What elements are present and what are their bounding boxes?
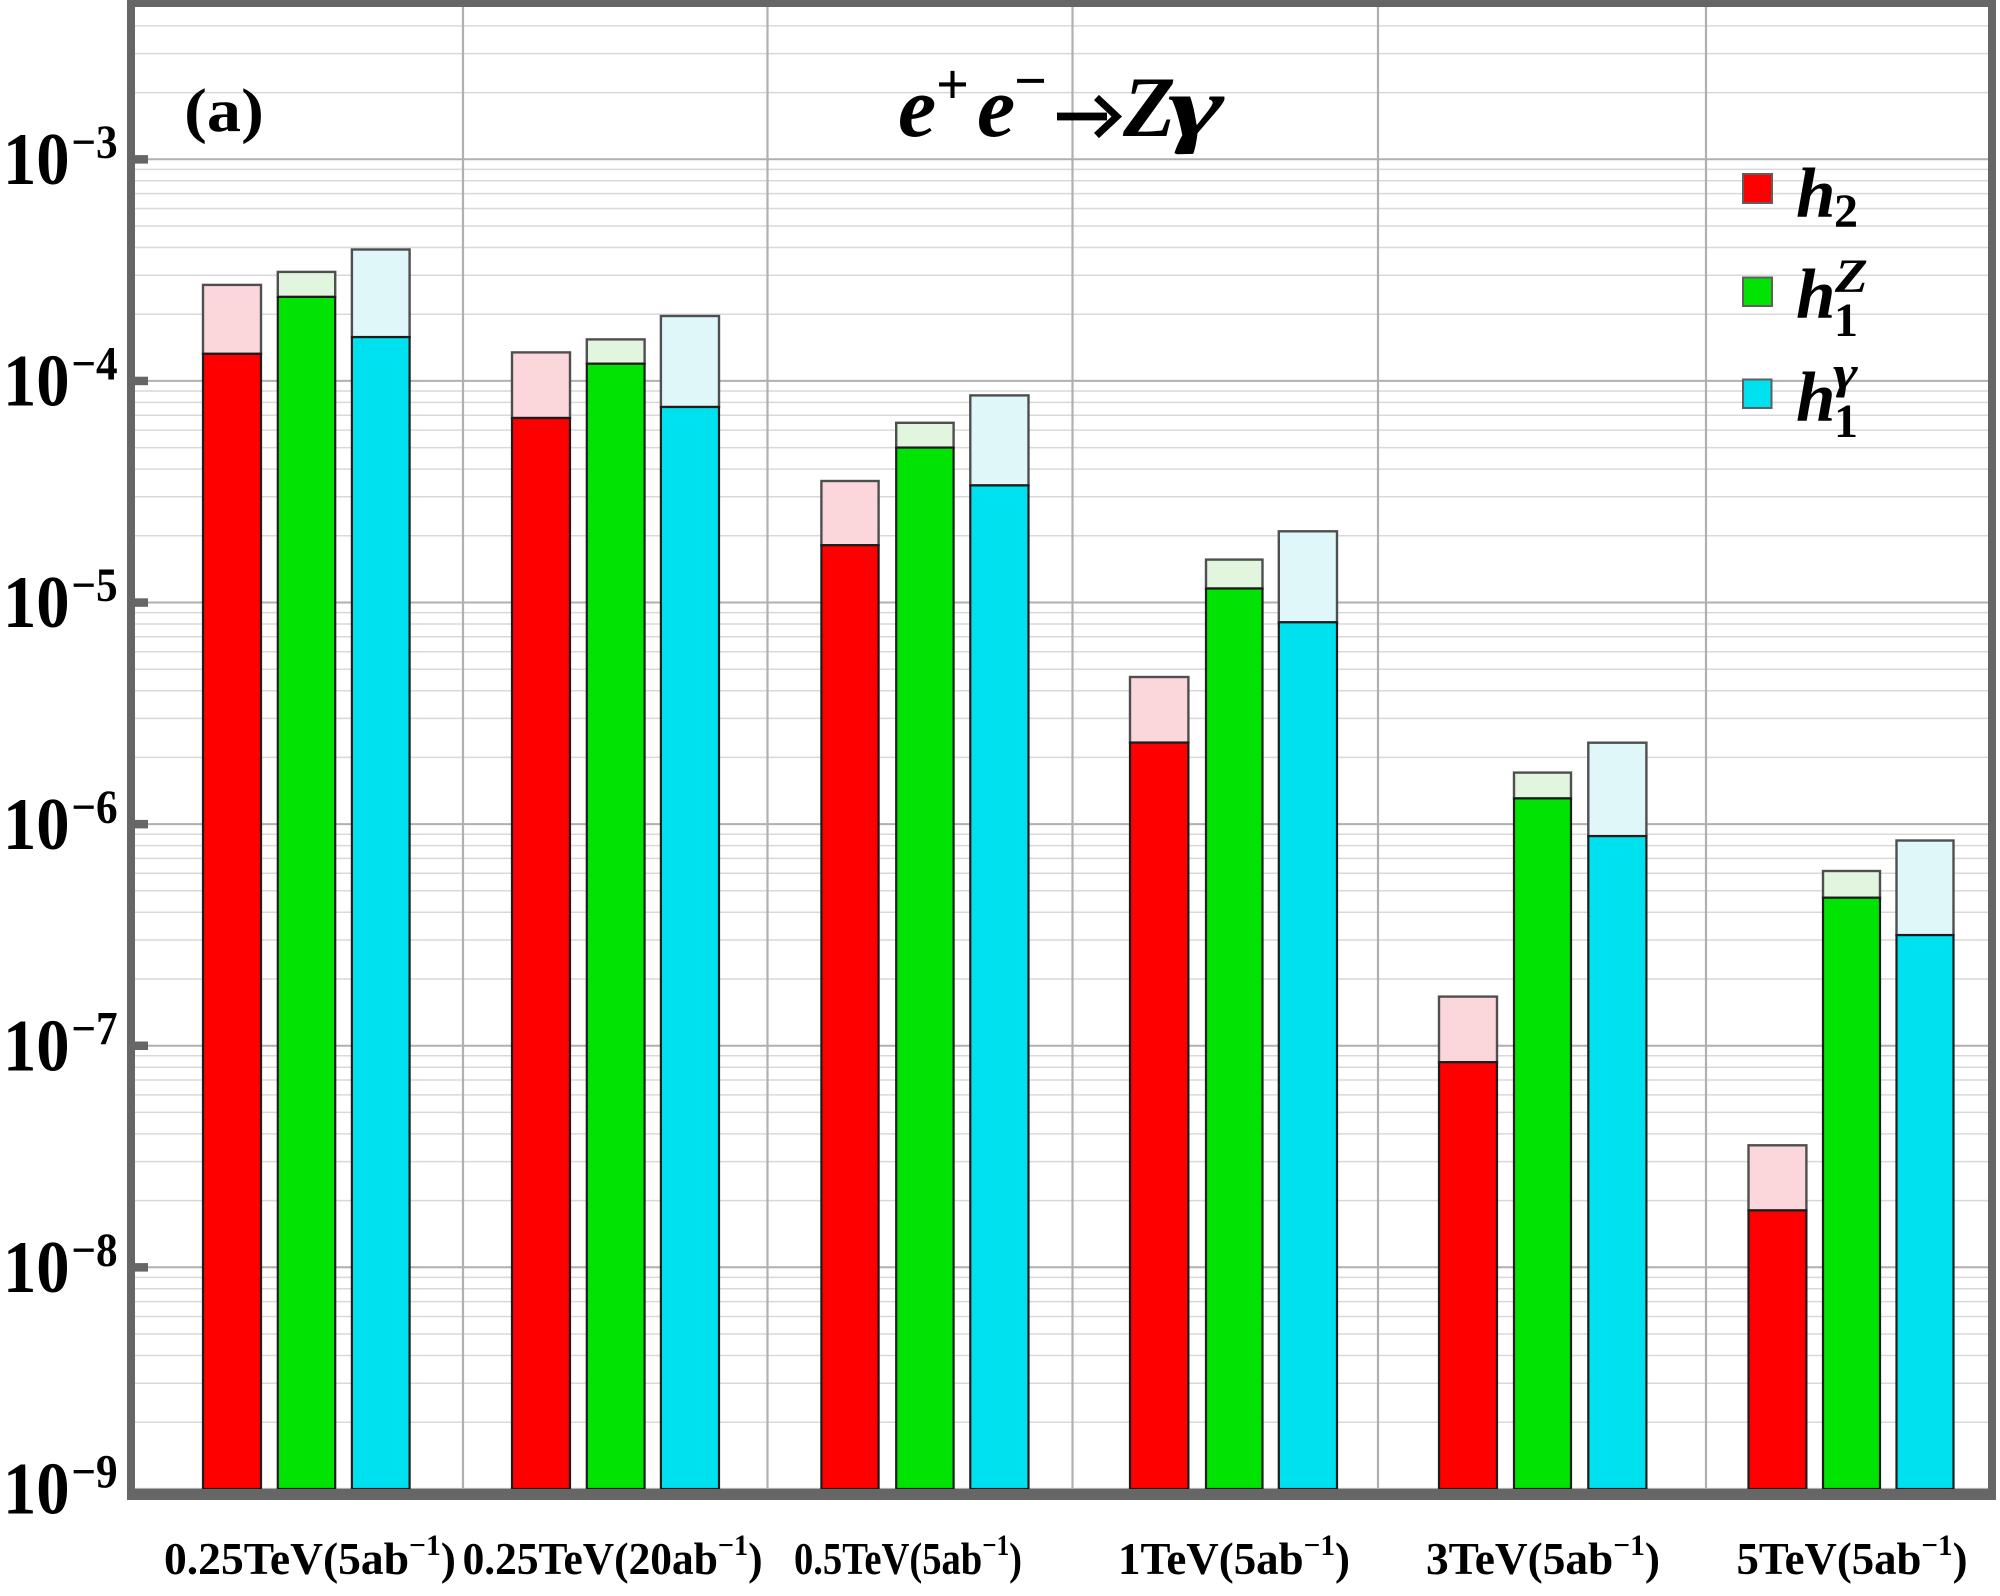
- svg-text:−: −: [1014, 48, 1047, 113]
- svg-text:Z: Z: [1122, 59, 1176, 155]
- svg-text:+: +: [936, 52, 969, 117]
- svg-text:(a): (a): [184, 77, 264, 145]
- svg-text:2: 2: [1834, 185, 1858, 238]
- svg-text:5TeV(5ab−1): 5TeV(5ab−1): [1737, 1530, 1968, 1584]
- svg-text:0.25TeV(5ab−1): 0.25TeV(5ab−1): [164, 1529, 456, 1584]
- svg-text:0.25TeV(20ab−1): 0.25TeV(20ab−1): [463, 1529, 763, 1584]
- svg-text:Z: Z: [1834, 251, 1868, 304]
- svg-text:1: 1: [1834, 294, 1858, 347]
- svg-text:1TeV(5ab−1): 1TeV(5ab−1): [1118, 1530, 1350, 1584]
- svg-text:e: e: [977, 59, 1015, 155]
- svg-text:1: 1: [1834, 395, 1858, 448]
- svg-text:e: e: [898, 59, 936, 155]
- svg-text:γ: γ: [1833, 349, 1859, 398]
- svg-text:γ: γ: [1168, 60, 1225, 155]
- svg-text:h: h: [1796, 256, 1836, 334]
- svg-text:h: h: [1796, 359, 1836, 437]
- svg-text:h: h: [1796, 155, 1836, 233]
